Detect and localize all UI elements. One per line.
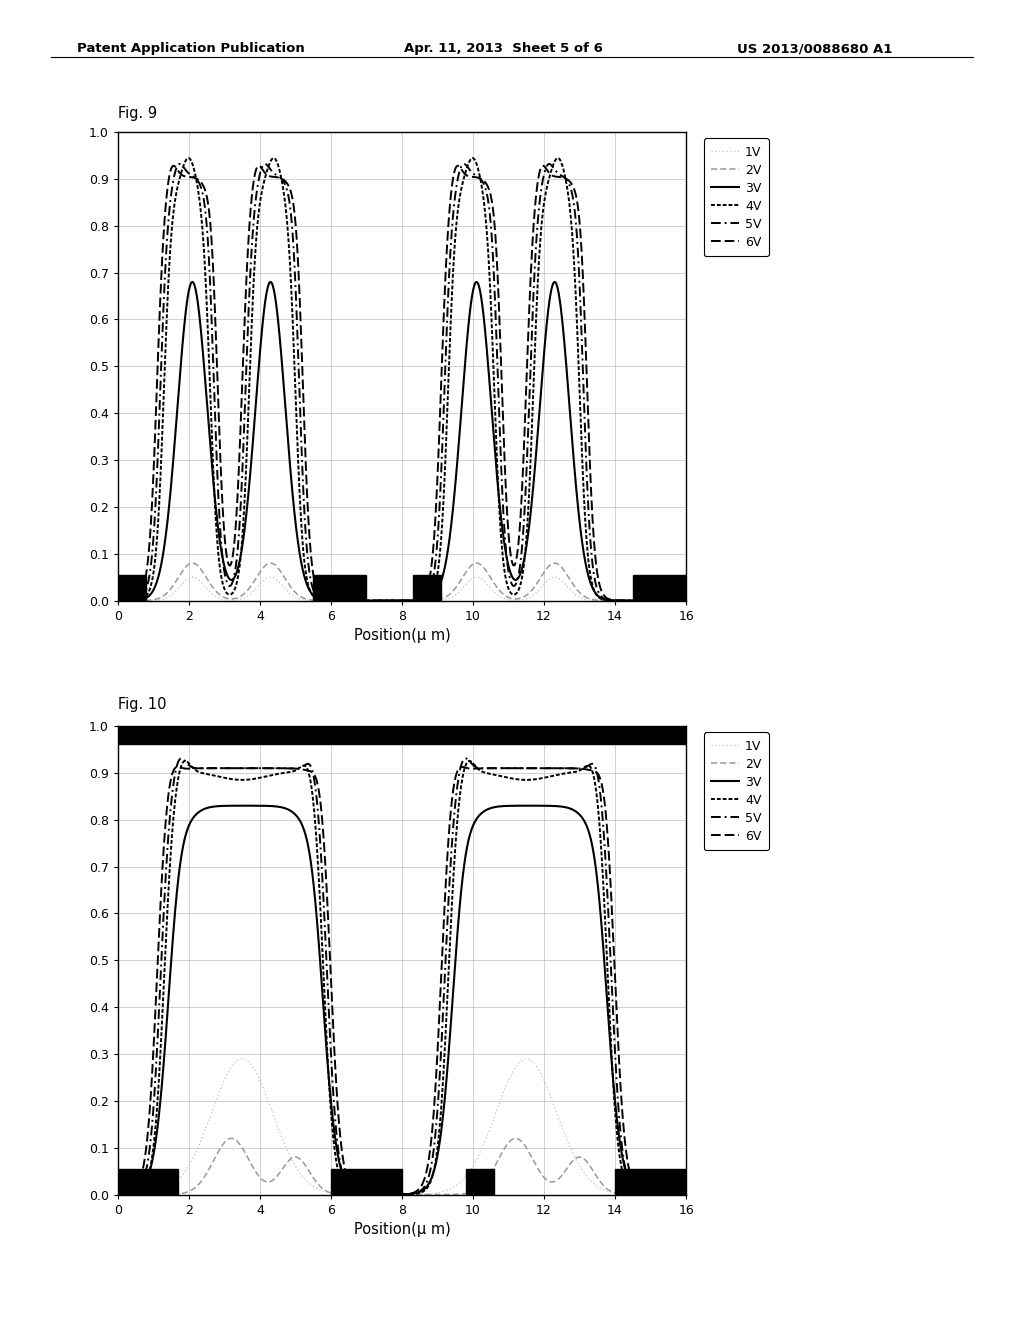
Bar	[118, 721, 686, 743]
Bar	[466, 1168, 495, 1195]
Text: Fig. 10: Fig. 10	[118, 697, 166, 711]
Text: Apr. 11, 2013  Sheet 5 of 6: Apr. 11, 2013 Sheet 5 of 6	[404, 42, 603, 55]
Bar	[118, 574, 146, 601]
Text: Fig. 9: Fig. 9	[118, 106, 157, 120]
X-axis label: Position(μ m): Position(μ m)	[353, 1222, 451, 1237]
X-axis label: Position(μ m): Position(μ m)	[353, 628, 451, 643]
Text: Patent Application Publication: Patent Application Publication	[77, 42, 304, 55]
Bar	[413, 574, 441, 601]
Bar	[118, 1168, 178, 1195]
Bar	[331, 1168, 401, 1195]
Bar	[313, 574, 367, 601]
Bar	[633, 574, 686, 601]
Legend: 1V, 2V, 3V, 4V, 5V, 6V: 1V, 2V, 3V, 4V, 5V, 6V	[703, 139, 769, 256]
Text: US 2013/0088680 A1: US 2013/0088680 A1	[737, 42, 893, 55]
Legend: 1V, 2V, 3V, 4V, 5V, 6V: 1V, 2V, 3V, 4V, 5V, 6V	[703, 733, 769, 850]
Bar	[615, 1168, 686, 1195]
